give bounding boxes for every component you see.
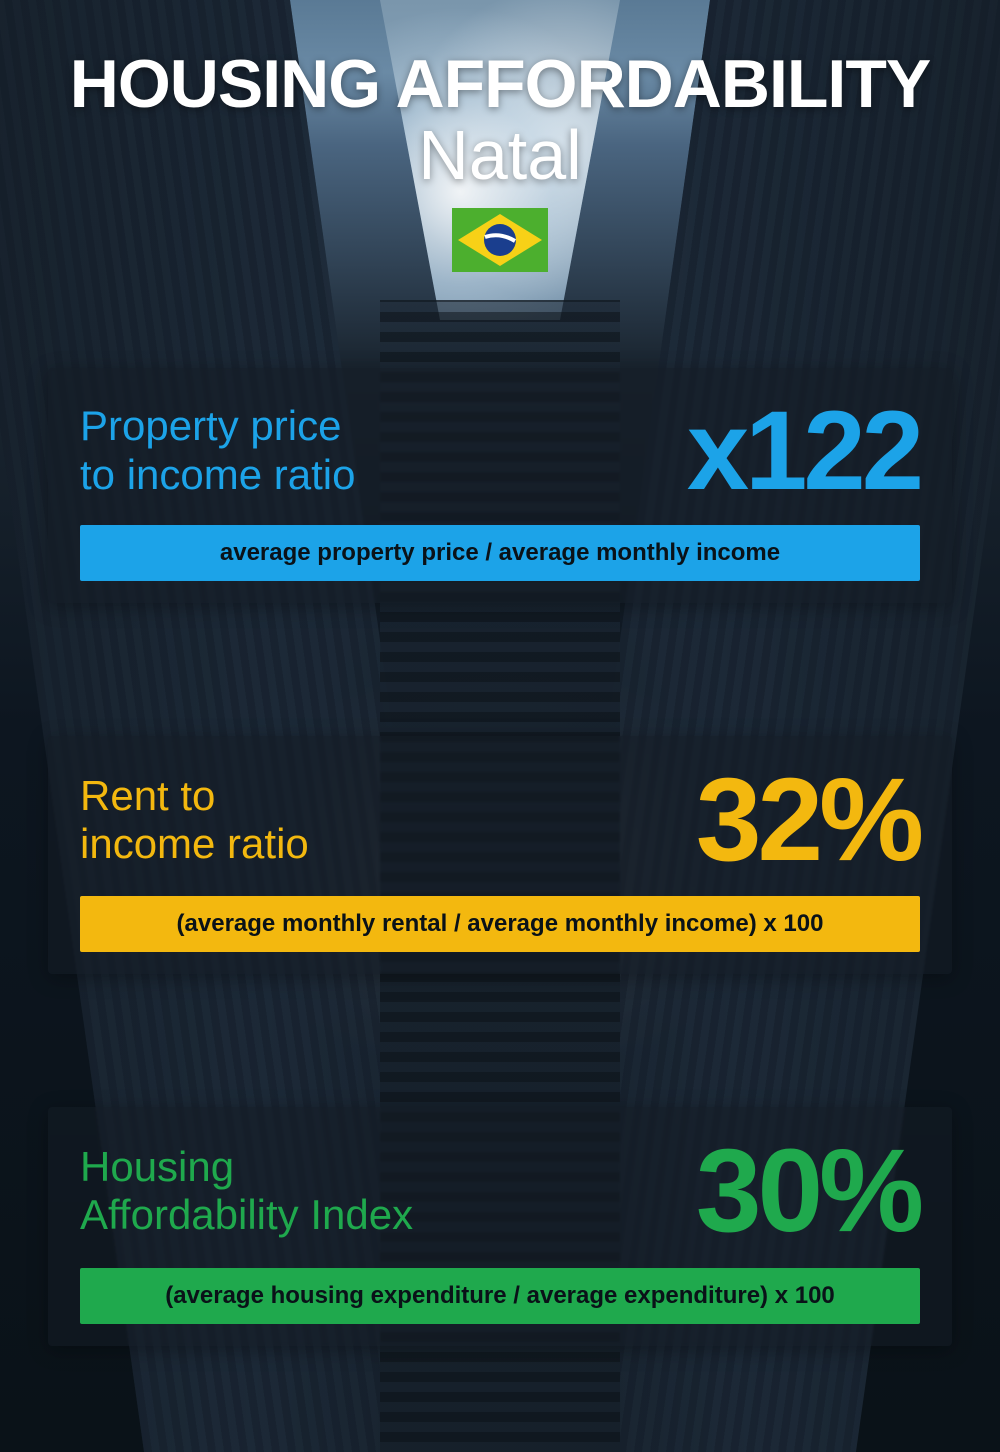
card-label: Rent to income ratio	[80, 772, 676, 869]
card-formula: (average monthly rental / average monthl…	[80, 896, 920, 952]
card-formula: average property price / average monthly…	[80, 525, 920, 581]
content-container: HOUSING AFFORDABILITY Natal Property pri…	[0, 0, 1000, 1452]
card-rent-income-ratio: Rent to income ratio 32% (average monthl…	[48, 736, 952, 974]
page-title: HOUSING AFFORDABILITY	[48, 50, 952, 118]
card-formula: (average housing expenditure / average e…	[80, 1268, 920, 1324]
card-row: Rent to income ratio 32%	[80, 770, 920, 870]
page-subtitle: Natal	[48, 120, 952, 190]
infographic-page: HOUSING AFFORDABILITY Natal Property pri…	[0, 0, 1000, 1452]
brazil-flag-icon	[452, 208, 548, 272]
card-label: Property price to income ratio	[80, 402, 667, 499]
header: HOUSING AFFORDABILITY Natal	[48, 50, 952, 272]
card-value: 30%	[696, 1141, 920, 1241]
card-row: Property price to income ratio x122	[80, 402, 920, 499]
card-property-price-ratio: Property price to income ratio x122 aver…	[48, 368, 952, 603]
card-row: Housing Affordability Index 30%	[80, 1141, 920, 1241]
card-affordability-index: Housing Affordability Index 30% (average…	[48, 1107, 952, 1345]
cards-container: Property price to income ratio x122 aver…	[48, 272, 952, 1412]
card-value: 32%	[696, 770, 920, 870]
card-value: x122	[687, 403, 920, 498]
card-label: Housing Affordability Index	[80, 1143, 676, 1240]
